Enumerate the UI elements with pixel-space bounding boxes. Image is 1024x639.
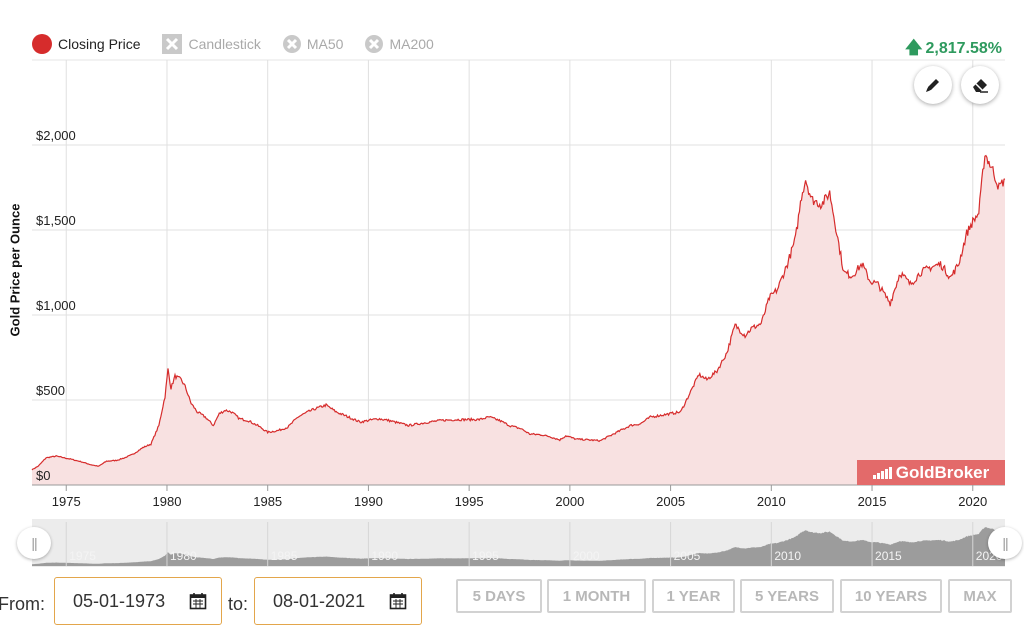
performance-value: 2,817.58% (925, 40, 1002, 57)
x-tick-label: 2010 (757, 494, 786, 509)
period-max-button[interactable]: MAX (948, 579, 1012, 613)
arrow-up-icon: 🡅 (905, 38, 923, 57)
legend-closing-price-label: Closing Price (58, 36, 141, 52)
from-label: From: (0, 594, 45, 614)
legend-ma200[interactable]: MA200 (365, 35, 434, 53)
performance-change: 🡅 2,817.58% (905, 35, 1002, 64)
pencil-icon (926, 79, 939, 92)
x-tick-label: 1995 (455, 494, 484, 509)
navigator-tick-label: 1975 (69, 549, 96, 563)
price-line (31, 154, 1006, 471)
navigator-right-handle[interactable]: || (988, 527, 1022, 559)
x-tick-label: 1985 (253, 494, 282, 509)
legend-ma200-label: MA200 (389, 36, 434, 52)
to-date-value: 08-01-2021 (273, 590, 366, 611)
y-axis-label: Gold Price per Ounce (7, 203, 23, 337)
navigator-tick-label: 2000 (573, 549, 600, 563)
draw-button[interactable] (914, 66, 952, 104)
navigator-tick-label: 2010 (774, 549, 801, 563)
x-tick-label: 2005 (656, 494, 685, 509)
calendar-icon (189, 593, 207, 610)
period-5-days-button[interactable]: 5 DAYS (456, 579, 542, 613)
navigator-tick-label: 2015 (875, 549, 902, 563)
navigator-left-handle[interactable]: || (17, 527, 51, 559)
to-date-input[interactable]: 08-01-2021 (254, 577, 422, 625)
calendar-icon (389, 593, 407, 610)
navigator-tick-label: 1985 (271, 549, 298, 563)
period-5-years-button[interactable]: 5 YEARS (740, 579, 834, 613)
x-tick-label: 1980 (153, 494, 182, 509)
brand-name: GoldBroker (895, 462, 990, 482)
closing-price-marker-icon (32, 34, 52, 54)
period-1-month-button[interactable]: 1 MONTH (547, 579, 646, 613)
ma200-disabled-icon (365, 35, 384, 53)
period-10-years-button[interactable]: 10 YEARS (840, 579, 942, 613)
candlestick-disabled-icon (162, 34, 183, 54)
navigator-area (32, 527, 1005, 566)
eraser-icon (973, 79, 988, 93)
y-tick-label: $1,500 (36, 213, 76, 228)
goldbroker-logo: GoldBroker (857, 460, 1005, 485)
y-tick-label: $0 (36, 468, 50, 483)
legend-ma50-label: MA50 (306, 36, 344, 52)
logo-bars-icon (872, 466, 892, 479)
x-tick-label: 2020 (958, 494, 987, 509)
navigator-tick-label: 1990 (371, 549, 398, 563)
navigator-tick-label: 1995 (472, 549, 499, 563)
legend-candlestick-label: Candlestick (188, 36, 261, 52)
period-1-year-button[interactable]: 1 YEAR (652, 579, 735, 613)
legend-closing-price[interactable]: Closing Price (32, 34, 140, 54)
navigator-tick-label: 2005 (674, 549, 701, 563)
chart-legend: Closing Price Candlestick MA50 MA200 (32, 34, 434, 54)
legend-candlestick[interactable]: Candlestick (162, 34, 261, 54)
x-tick-label: 2000 (555, 494, 584, 509)
y-tick-label: $2,000 (36, 128, 76, 143)
ma50-disabled-icon (282, 35, 301, 53)
y-tick-label: $500 (36, 383, 65, 398)
erase-button[interactable] (961, 66, 999, 104)
x-tick-label: 1990 (354, 494, 383, 509)
to-label: to: (228, 594, 249, 614)
navigator-tick-label: 1980 (170, 549, 197, 563)
price-area-fill (32, 155, 1005, 485)
x-tick-label: 1975 (52, 494, 81, 509)
y-tick-label: $1,000 (36, 298, 76, 313)
date-range-controls: From: 05-01-1973 to: 08-01-2021 5 DAYS 1… (0, 577, 1024, 629)
from-date-input[interactable]: 05-01-1973 (54, 577, 222, 625)
from-date-value: 05-01-1973 (73, 590, 166, 611)
x-tick-label: 2015 (858, 494, 887, 509)
legend-ma50[interactable]: MA50 (282, 35, 344, 53)
